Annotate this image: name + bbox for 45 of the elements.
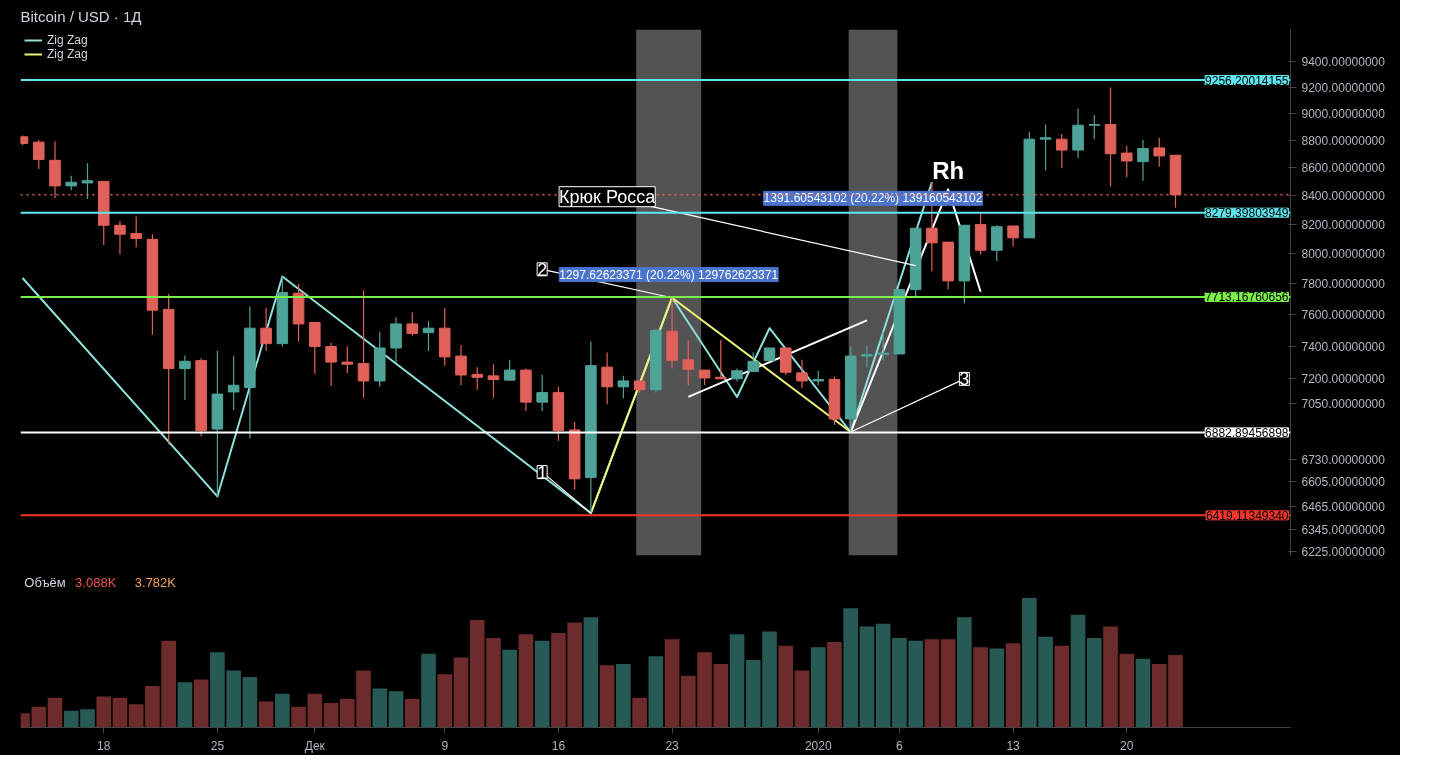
ref-line-label: 7713.16760656 [1205, 290, 1289, 305]
annotation: Rh [932, 157, 965, 185]
annotation: 1 [537, 462, 548, 483]
x-tick-label: 23 [665, 738, 680, 753]
legend-label: Zig Zag [47, 47, 88, 61]
x-tick-label: 18 [97, 738, 111, 753]
ref-line-label: 6882.89456898 [1205, 425, 1289, 440]
legend-label: Zig Zag [47, 33, 88, 47]
y-tick-label: 9200.00000000 [1301, 80, 1386, 95]
y-tick-label: 8400.00000000 [1301, 188, 1386, 203]
y-tick-label: 9000.00000000 [1301, 106, 1386, 121]
y-tick-label: 8800.00000000 [1301, 133, 1386, 148]
x-tick-label: 20 [1120, 738, 1134, 753]
y-tick-label: 9400.00000000 [1301, 55, 1386, 70]
x-tick-label: Дек [304, 738, 326, 753]
y-tick-label: 8000.00000000 [1301, 247, 1386, 261]
x-tick-label: 2020 [804, 738, 832, 753]
text: 3.088K [75, 574, 117, 590]
y-tick-label: 6465.00000000 [1301, 500, 1386, 515]
x-tick-label: 25 [210, 738, 225, 753]
y-tick-label: 6345.00000000 [1301, 522, 1386, 537]
annotation: 3 [959, 369, 970, 390]
band-label: 1297.62623371 (20.22%) 129762623371 [559, 267, 779, 282]
y-tick-label: 7600.00000000 [1301, 308, 1386, 323]
y-tick-label: 6225.00000000 [1301, 545, 1386, 560]
x-tick-label: 13 [1006, 738, 1021, 753]
ref-line-label: 6419.11349340 [1205, 508, 1289, 523]
x-tick-label: 6 [896, 738, 904, 753]
ref-line-label: 8279.39803949 [1205, 206, 1289, 221]
y-tick-label: 6730.00000000 [1301, 452, 1386, 467]
y-tick-label: 7200.00000000 [1301, 372, 1386, 387]
y-tick-label: 7800.00000000 [1301, 277, 1386, 292]
chart-title: Bitcoin / USD · 1Д [20, 7, 142, 25]
text: 3.782K [134, 574, 177, 590]
y-tick-label: 8200.00000000 [1301, 217, 1386, 232]
band-label: 1391.60543102 (20.22%) 139160543102 [763, 191, 983, 206]
x-tick-label: 9 [441, 738, 449, 753]
y-tick-label: 7050.00000000 [1301, 397, 1386, 412]
ref-line-label: 9256.20014155 [1205, 73, 1289, 88]
y-tick-label: 6605.00000000 [1301, 474, 1386, 489]
y-tick-label: 7400.00000000 [1301, 339, 1386, 354]
y-tick-label: 8600.00000000 [1301, 160, 1386, 175]
x-tick-label: 16 [551, 738, 566, 753]
annotation: 2 [537, 259, 548, 280]
chart-title: Объём [24, 574, 66, 590]
